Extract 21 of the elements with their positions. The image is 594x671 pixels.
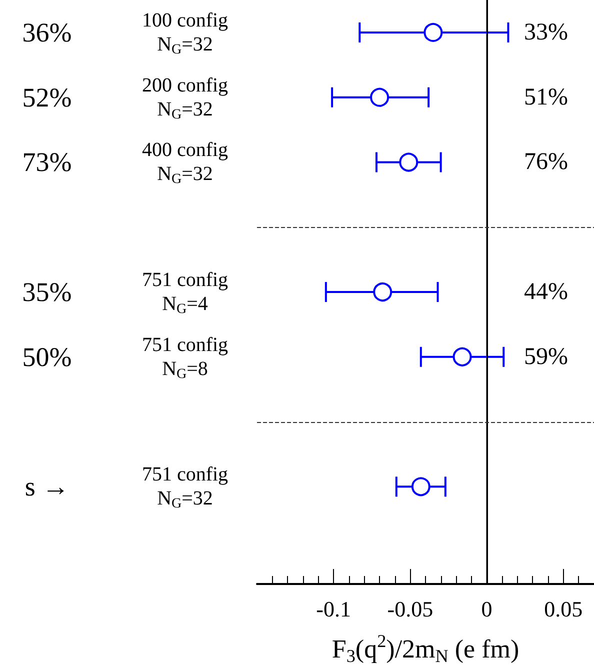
x-tick-label: 0.05 — [544, 596, 583, 622]
point — [373, 282, 392, 302]
x-tick-label: 0 — [481, 596, 492, 622]
annotation: 59% — [524, 344, 568, 370]
text: 73% — [22, 147, 72, 178]
annotation: 33% — [524, 19, 568, 46]
point — [411, 477, 430, 496]
text: 52% — [22, 82, 72, 112]
point — [452, 347, 472, 366]
x-tick-label: -0.05 — [387, 596, 434, 622]
annotation: 76% — [524, 149, 568, 176]
point — [399, 152, 418, 172]
text: 35% — [22, 277, 72, 307]
point — [424, 22, 443, 42]
point — [370, 88, 390, 107]
text: 36% — [22, 17, 72, 48]
text: s → — [24, 472, 70, 502]
annotation: 51% — [524, 84, 568, 110]
x-tick-label: -0.1 — [316, 596, 352, 622]
text: 50% — [22, 342, 72, 372]
annotation: 44% — [524, 279, 568, 305]
